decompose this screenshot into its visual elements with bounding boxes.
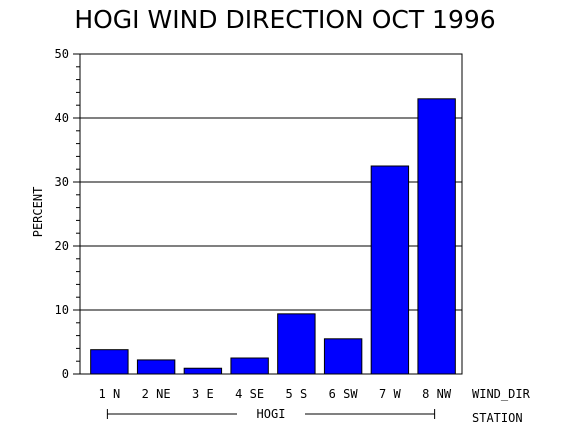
x-tick-label-1: 1 N: [99, 387, 121, 401]
y-tick-label-2: 20: [55, 239, 69, 253]
y-axis: 0 10 20 30 40 50: [55, 47, 80, 381]
group-label: HOGI: [257, 407, 286, 421]
bar-8: [417, 98, 456, 375]
bar-7: [370, 165, 410, 375]
x-tick-label-6: 6 SW: [329, 387, 359, 401]
x-tick-label-2: 2 NE: [142, 387, 171, 401]
group-axis-label: STATION: [472, 411, 523, 425]
bar-5: [277, 313, 316, 375]
x-tick-label-3: 3 E: [192, 387, 214, 401]
bar-6: [323, 338, 363, 375]
bar-3: [183, 367, 223, 375]
x-tick-label-4: 4 SE: [235, 387, 264, 401]
chart-title: HOGI WIND DIRECTION OCT 1996: [74, 5, 495, 34]
y-tick-label-5: 50: [55, 47, 69, 61]
y-tick-label-1: 10: [55, 303, 69, 317]
x-tick-label-8: 8 NW: [422, 387, 452, 401]
x-tick-labels: 1 N 2 NE 3 E 4 SE 5 S 6 SW 7 W 8 NW: [99, 387, 452, 401]
x-axis-label: WIND_DIR: [472, 387, 531, 401]
plot-frame: [79, 53, 463, 375]
station-group: HOGI: [106, 407, 436, 421]
x-tick-label-5: 5 S: [286, 387, 308, 401]
y-tick-label-0: 0: [62, 367, 69, 381]
y-tick-label-3: 30: [55, 175, 69, 189]
bar-1: [90, 349, 129, 375]
x-tick-label-7: 7 W: [379, 387, 401, 401]
y-axis-label: PERCENT: [31, 187, 45, 238]
y-tick-label-4: 40: [55, 111, 69, 125]
bar-4: [230, 357, 269, 375]
bar-2: [136, 359, 176, 375]
bars: [90, 98, 456, 375]
